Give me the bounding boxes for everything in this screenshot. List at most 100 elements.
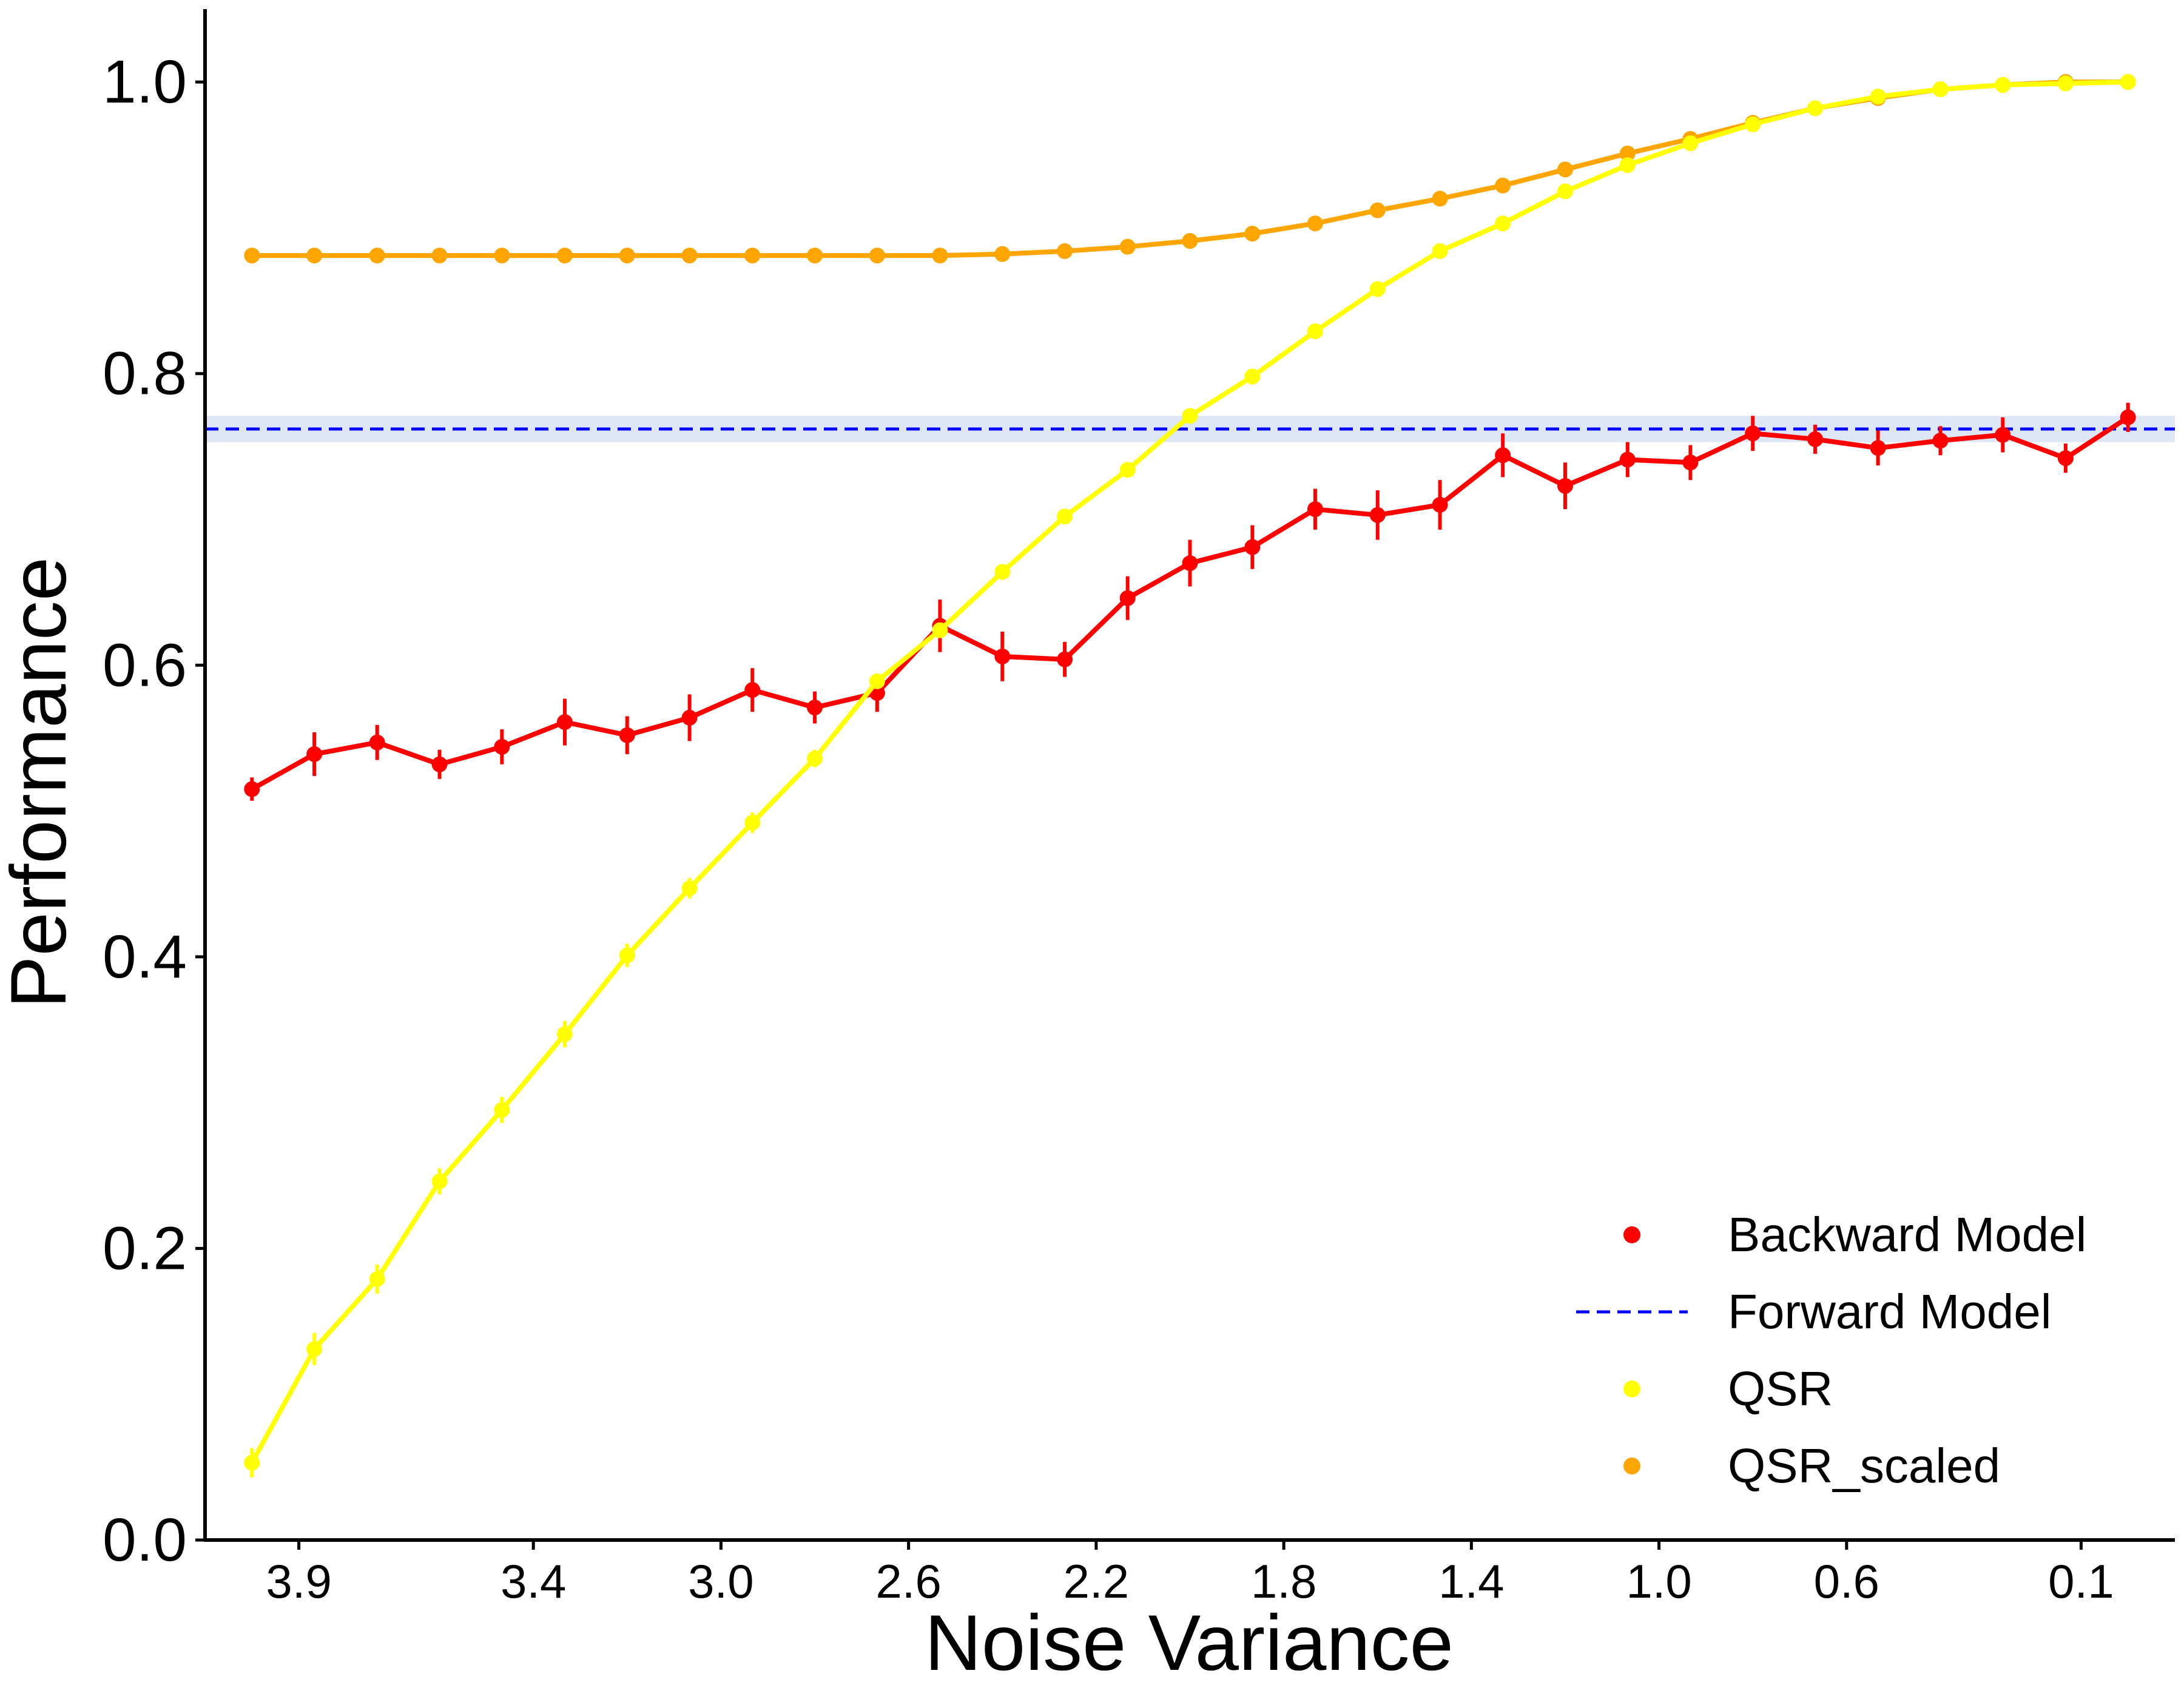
legend-item-backward-model: Backward Model xyxy=(1623,1208,2086,1262)
legend-label-backward-model: Backward Model xyxy=(1728,1208,2086,1262)
point-backward-model xyxy=(681,709,698,726)
legend-label-qsr-scaled: QSR_scaled xyxy=(1728,1439,2000,1493)
point-backward-model xyxy=(619,727,635,743)
point-backward-model xyxy=(2120,409,2136,425)
point-qsr-scaled xyxy=(681,248,698,264)
point-qsr-scaled xyxy=(1619,145,1636,161)
point-qsr-scaled xyxy=(1244,226,1261,242)
point-qsr xyxy=(1119,462,1136,478)
x-tick-label: 2.6 xyxy=(875,1555,941,1608)
point-qsr xyxy=(2120,74,2136,90)
point-qsr-scaled xyxy=(369,248,385,264)
point-qsr xyxy=(1244,368,1261,385)
x-tick-label: 0.6 xyxy=(1814,1555,1879,1608)
y-axis-title: Performance xyxy=(0,557,83,1008)
point-backward-model xyxy=(1619,451,1636,468)
point-qsr-scaled xyxy=(932,248,948,264)
point-qsr-scaled xyxy=(994,246,1011,262)
point-qsr xyxy=(994,564,1011,580)
point-backward-model xyxy=(1432,496,1448,513)
point-qsr xyxy=(1745,116,1761,132)
point-qsr xyxy=(932,622,948,638)
series-line-backward-model xyxy=(251,415,2129,791)
point-backward-model xyxy=(807,699,823,715)
x-tick-label: 1.8 xyxy=(1251,1555,1316,1608)
point-qsr-scaled xyxy=(744,248,761,264)
point-qsr xyxy=(1870,89,1886,105)
tick-layer: 0.0 0.2 0.4 0.6 0.8 1.0 3.9 3.4 3.0 2.6 2.2 1.8 1.4 1… xyxy=(103,48,2114,1608)
point-qsr-scaled xyxy=(556,248,573,264)
point-qsr-scaled xyxy=(1119,238,1136,255)
point-backward-model xyxy=(1932,433,1949,449)
point-qsr xyxy=(1682,135,1699,152)
point-qsr-scaled xyxy=(1057,243,1073,259)
legend-item-forward-model: Forward Model xyxy=(1576,1285,2052,1339)
point-backward-model xyxy=(1745,425,1761,442)
y-tick-label: 0.8 xyxy=(103,340,187,408)
point-qsr-scaled xyxy=(619,248,635,264)
legend: Backward Model Forward Model QSR QSR_scaled xyxy=(1576,1208,2086,1493)
point-qsr xyxy=(744,814,761,831)
point-qsr-scaled xyxy=(1557,161,1573,178)
x-tick-label: 3.0 xyxy=(688,1555,753,1608)
point-qsr xyxy=(431,1173,448,1189)
point-qsr xyxy=(244,1454,260,1471)
point-qsr xyxy=(807,751,823,767)
x-tick-label: 0.1 xyxy=(2048,1555,2114,1608)
point-backward-model xyxy=(2057,450,2074,467)
point-backward-model xyxy=(1244,539,1261,555)
point-backward-model xyxy=(556,714,573,730)
point-backward-model xyxy=(1495,447,1511,464)
legend-label-qsr: QSR xyxy=(1728,1362,1833,1416)
point-qsr xyxy=(1932,81,1949,98)
series-layer xyxy=(244,74,2136,1478)
point-backward-model xyxy=(244,781,260,797)
point-qsr-scaled xyxy=(431,248,448,264)
point-qsr xyxy=(1369,281,1386,297)
point-qsr xyxy=(556,1026,573,1042)
point-backward-model xyxy=(431,756,448,772)
point-qsr xyxy=(494,1102,510,1118)
point-qsr xyxy=(1307,323,1323,340)
point-qsr-scaled xyxy=(1182,233,1198,249)
x-tick-label: 2.2 xyxy=(1063,1555,1129,1608)
point-backward-model xyxy=(744,682,761,698)
x-axis-title: Noise Variance xyxy=(925,1598,1454,1687)
point-qsr-scaled xyxy=(244,248,260,264)
x-tick-label: 3.9 xyxy=(266,1555,331,1608)
point-qsr xyxy=(1807,100,1824,117)
x-tick-label: 1.4 xyxy=(1438,1555,1504,1608)
x-tick-label: 3.4 xyxy=(500,1555,566,1608)
point-qsr xyxy=(1182,408,1198,424)
point-qsr-scaled xyxy=(1495,177,1511,194)
point-qsr xyxy=(1057,508,1073,525)
legend-item-qsr: QSR xyxy=(1623,1362,1833,1416)
point-backward-model xyxy=(1057,651,1073,667)
point-backward-model xyxy=(369,734,385,751)
point-qsr-scaled xyxy=(494,248,510,264)
point-qsr-scaled xyxy=(306,248,323,264)
point-backward-model xyxy=(1870,440,1886,456)
point-backward-model xyxy=(494,738,510,755)
point-qsr xyxy=(1995,76,2011,93)
point-qsr xyxy=(2057,75,2074,92)
legend-item-qsr-scaled: QSR_scaled xyxy=(1623,1439,2000,1493)
point-backward-model xyxy=(1557,478,1573,494)
y-tick-label: 1.0 xyxy=(103,48,187,116)
point-qsr xyxy=(369,1271,385,1287)
legend-label-forward-model: Forward Model xyxy=(1728,1285,2052,1339)
point-backward-model xyxy=(1119,590,1136,606)
point-qsr-scaled xyxy=(807,248,823,264)
point-qsr xyxy=(681,880,698,896)
y-tick-label: 0.6 xyxy=(103,631,187,699)
legend-swatch-qsr xyxy=(1623,1380,1640,1397)
point-backward-model xyxy=(1807,431,1824,447)
series-backward-model xyxy=(244,402,2136,801)
point-qsr-scaled xyxy=(1307,215,1323,232)
legend-swatch-backward-model xyxy=(1623,1226,1640,1243)
point-backward-model xyxy=(1995,427,2011,443)
point-qsr xyxy=(1557,183,1573,200)
series-qsr xyxy=(244,74,2136,1478)
